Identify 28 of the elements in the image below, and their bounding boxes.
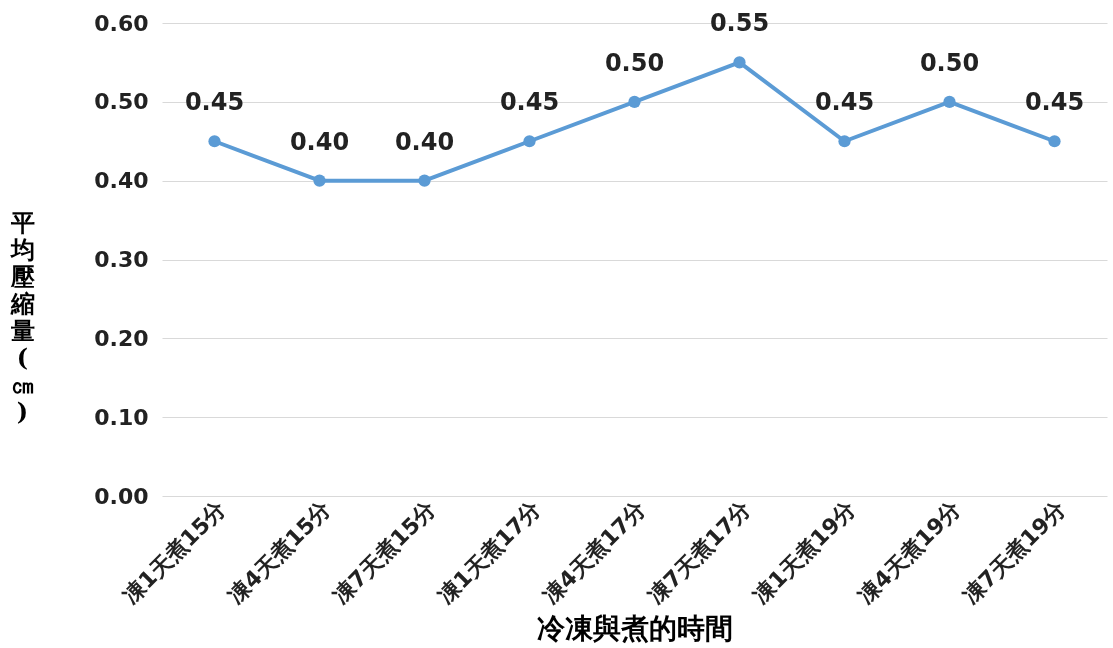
point: [1048, 135, 1061, 148]
data-label: 0.50: [604, 48, 665, 77]
data-label: 0.40: [289, 127, 350, 156]
y-tick-label: 0.60: [94, 10, 149, 36]
point: [943, 95, 956, 108]
point: [838, 135, 851, 148]
y-tick-label: 0.10: [94, 404, 149, 430]
x-tick-label: 凍7天煮19分: [958, 495, 1072, 609]
point: [418, 174, 431, 187]
point: [733, 56, 746, 69]
data-label: 0.45: [184, 88, 245, 117]
y-tick-label: 0.50: [94, 89, 149, 115]
point: [628, 95, 641, 108]
point: [523, 135, 536, 148]
data-label: 0.55: [709, 9, 770, 38]
data-label: 0.50: [919, 48, 980, 77]
y-tick-label: 0.20: [94, 325, 149, 351]
point: [313, 174, 326, 187]
x-axis-title: 冷凍與煮的時間: [537, 612, 733, 646]
data-label: 0.45: [1024, 88, 1085, 117]
data-label: 0.45: [499, 88, 560, 117]
y-tick-label: 0.30: [94, 247, 149, 272]
data-label: 0.45: [814, 88, 875, 117]
y-tick-label: 0.00: [94, 483, 149, 509]
y-axis-title: 平均壓縮量(㎝): [8, 207, 36, 426]
data-label: 0.40: [394, 127, 455, 156]
point: [208, 135, 221, 148]
y-tick-label: 0.40: [94, 168, 149, 194]
